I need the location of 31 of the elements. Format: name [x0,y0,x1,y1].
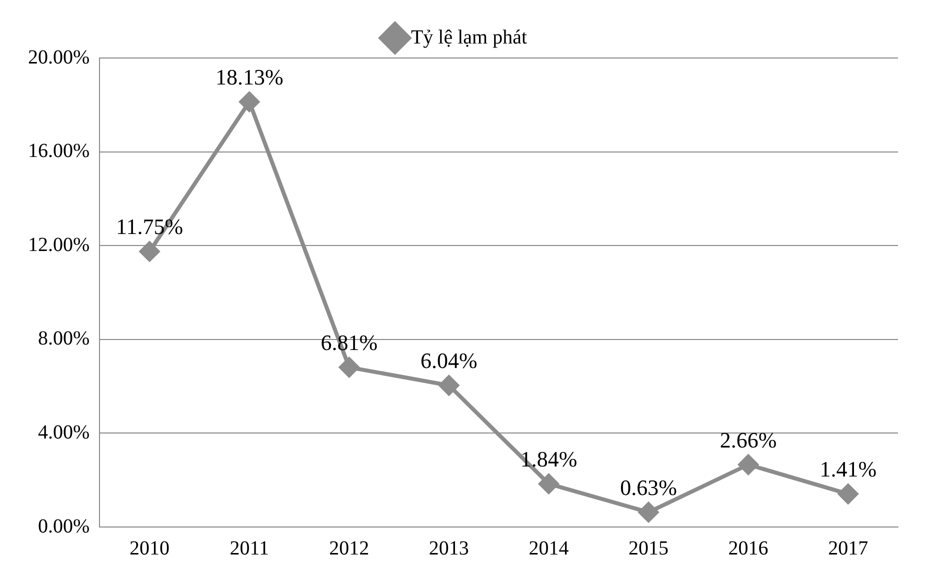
x-tick-label: 2013 [428,537,469,560]
point [239,92,260,112]
data-label: 2.66% [720,427,777,452]
legend-label: Tỷ lệ lạm phát [410,26,528,48]
point [838,484,858,504]
point [140,241,160,262]
y-tick-label: 4.00% [38,421,90,444]
x-tick-label: 2011 [230,537,269,560]
data-label: 18.13% [215,64,284,90]
y-tick-label: 0.00% [38,515,90,538]
y-tick-label: 8.00% [38,328,90,350]
data-label: 6.04% [420,348,478,374]
y-tick-label: 20.00% [28,46,90,68]
data-label: 0.63% [620,475,677,500]
x-tick-label: 2015 [628,537,669,560]
y-tick-label: 12.00% [28,234,90,256]
point [339,357,360,378]
x-tick-label: 2012 [329,537,370,560]
data-label: 1.41% [820,456,877,482]
data-label: 1.84% [520,446,578,472]
x-tick-label: 2010 [130,537,170,560]
y-tick-label: 16.00% [28,140,90,162]
point [438,375,459,396]
point [638,502,659,522]
point [738,454,758,475]
data-label: 6.81% [320,330,378,356]
point [538,474,559,494]
x-tick-label: 2014 [528,537,569,560]
data-label: 11.75% [116,214,184,240]
x-tick-label: 2016 [728,537,768,560]
x-tick-label: 2017 [828,537,868,560]
